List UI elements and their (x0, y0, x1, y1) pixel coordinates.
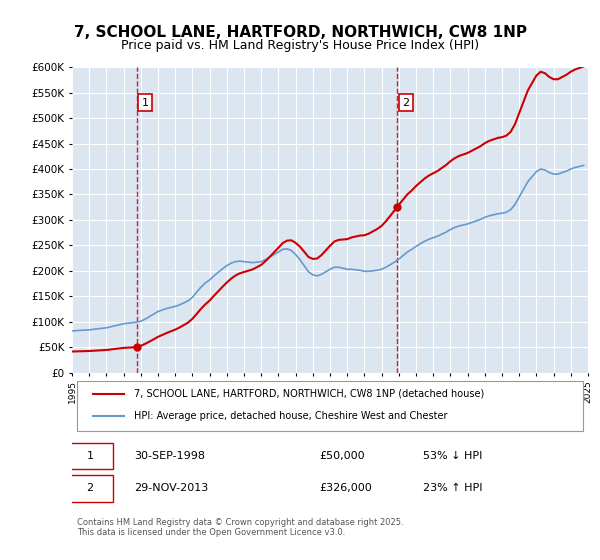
Text: 53% ↓ HPI: 53% ↓ HPI (423, 451, 482, 461)
Text: 23% ↑ HPI: 23% ↑ HPI (423, 483, 482, 493)
Text: 29-NOV-2013: 29-NOV-2013 (134, 483, 208, 493)
Text: 2: 2 (402, 98, 409, 108)
Text: 7, SCHOOL LANE, HARTFORD, NORTHWICH, CW8 1NP: 7, SCHOOL LANE, HARTFORD, NORTHWICH, CW8… (74, 25, 527, 40)
Text: Price paid vs. HM Land Registry's House Price Index (HPI): Price paid vs. HM Land Registry's House … (121, 39, 479, 52)
Point (132, 343, 142, 352)
FancyBboxPatch shape (77, 381, 583, 431)
Text: 7, SCHOOL LANE, HARTFORD, NORTHWICH, CW8 1NP (detached house): 7, SCHOOL LANE, HARTFORD, NORTHWICH, CW8… (134, 389, 484, 399)
Text: 1: 1 (142, 98, 149, 108)
Text: 30-SEP-1998: 30-SEP-1998 (134, 451, 205, 461)
FancyBboxPatch shape (67, 475, 113, 502)
Text: 1: 1 (86, 451, 94, 461)
Text: HPI: Average price, detached house, Cheshire West and Chester: HPI: Average price, detached house, Ches… (134, 411, 448, 421)
Text: £326,000: £326,000 (320, 483, 373, 493)
Text: Contains HM Land Registry data © Crown copyright and database right 2025.
This d: Contains HM Land Registry data © Crown c… (77, 517, 404, 537)
Point (392, 202, 402, 211)
Text: 2: 2 (86, 483, 94, 493)
Text: £50,000: £50,000 (320, 451, 365, 461)
FancyBboxPatch shape (67, 442, 113, 469)
